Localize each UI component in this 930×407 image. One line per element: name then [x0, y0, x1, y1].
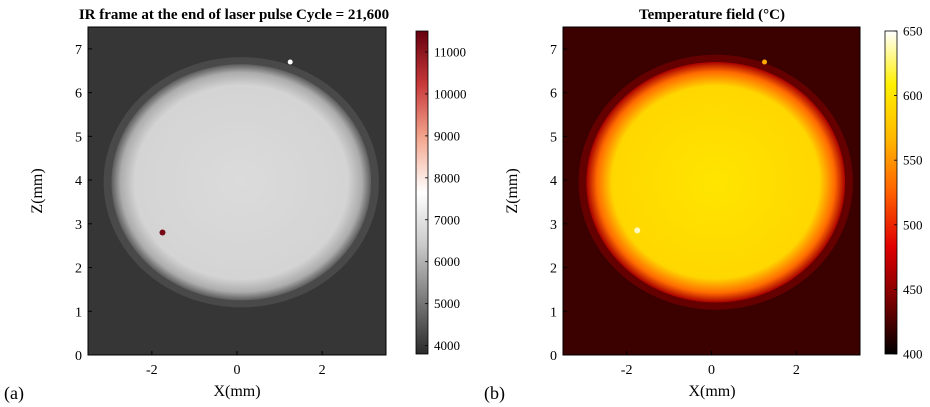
hotspot-2	[762, 59, 768, 65]
y-axis-b: 0 1 2 3 4 5 6 7	[550, 43, 567, 364]
x-axis-b: -2 0 2	[621, 351, 800, 378]
y-tick-label: 3	[550, 218, 557, 233]
y-axis-a: 0 1 2 3 4 5 6 7	[75, 43, 92, 364]
colorbar-tick-label: 7000	[434, 212, 460, 227]
y-tick-label: 3	[75, 218, 82, 233]
panel-b: Temperature field (°C) -2 0 2 0 1 2 3 4 5 6 7 X(m…	[484, 7, 923, 404]
colorbar-tick-label: 10000	[434, 86, 467, 101]
colorbar-tick-label: 600	[903, 88, 923, 103]
colorbar-tick-label: 6000	[434, 254, 460, 269]
heated-spot	[111, 64, 372, 301]
x-tick-label: -2	[146, 363, 158, 378]
colorbar-tick-label: 400	[903, 347, 923, 362]
y-tick-label: 6	[550, 87, 557, 102]
hotspot-1	[634, 227, 641, 234]
colorbar-tick-label: 450	[903, 282, 923, 297]
y-tick-label: 0	[550, 349, 557, 364]
colorbar-tick-label: 4000	[434, 338, 460, 353]
colorbar-b: 400 450 500 550 600 650	[884, 24, 923, 362]
y-tick-label: 0	[75, 349, 82, 364]
x-axis-label-b: X(mm)	[688, 383, 735, 400]
hotspot-1	[159, 229, 166, 236]
y-tick-label: 4	[75, 174, 82, 189]
x-axis-a: -2 0 2	[146, 351, 326, 378]
x-axis-label-a: X(mm)	[213, 383, 260, 400]
plot-area-a	[88, 27, 386, 355]
y-tick-label: 5	[550, 130, 557, 145]
colorbar-tick-label: 9000	[434, 128, 460, 143]
colorbar-tick-label: 5000	[434, 296, 460, 311]
panel-label-b: (b)	[484, 383, 505, 404]
colorbar-gradient	[884, 30, 898, 355]
y-tick-label: 6	[75, 87, 82, 102]
panel-a: IR frame at the end of laser pulse Cycle…	[4, 7, 467, 404]
panel-label-a: (a)	[4, 383, 24, 404]
colorbar-gradient	[415, 30, 429, 355]
x-tick-label: 2	[319, 363, 326, 378]
colorbar-a: 4000 5000 6000 7000 8000 9000 10000 11000	[415, 30, 467, 355]
y-axis-label-a: Z(mm)	[29, 168, 46, 213]
x-tick-label: -2	[621, 363, 633, 378]
plot-area-b	[563, 27, 860, 355]
heated-spot	[586, 61, 846, 303]
x-tick-label: 0	[234, 363, 241, 378]
y-tick-label: 7	[75, 43, 82, 58]
colorbar-tick-label: 11000	[434, 44, 466, 59]
y-tick-label: 4	[550, 174, 557, 189]
colorbar-tick-label: 550	[903, 153, 923, 168]
y-tick-label: 7	[550, 43, 557, 58]
chart-title-b: Temperature field (°C)	[639, 7, 785, 23]
y-axis-label-b: Z(mm)	[504, 168, 521, 213]
x-tick-label: 0	[708, 363, 715, 378]
colorbar-tick-label: 8000	[434, 170, 460, 185]
x-tick-label: 2	[793, 363, 800, 378]
y-tick-label: 1	[75, 305, 82, 320]
y-tick-label: 5	[75, 130, 82, 145]
y-tick-label: 1	[550, 305, 557, 320]
chart-title-a: IR frame at the end of laser pulse Cycle…	[79, 7, 389, 23]
colorbar-tick-label: 500	[903, 217, 923, 232]
y-tick-label: 2	[550, 262, 557, 277]
hotspot-2	[287, 59, 293, 65]
colorbar-tick-label: 650	[903, 24, 923, 39]
y-tick-label: 2	[75, 262, 82, 277]
